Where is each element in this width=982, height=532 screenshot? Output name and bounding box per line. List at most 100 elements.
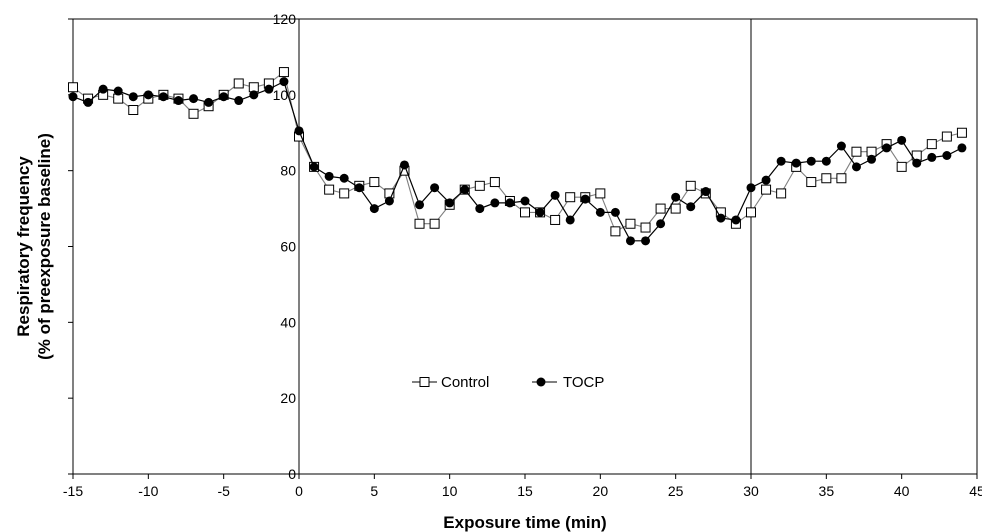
data-point-tocp — [957, 143, 967, 153]
data-point-tocp — [520, 196, 530, 206]
data-point-tocp — [595, 207, 605, 217]
x-axis-title: Exposure time (min) — [443, 513, 606, 532]
legend: Control TOCP — [412, 374, 604, 391]
data-point-control — [670, 203, 681, 214]
data-point-control — [851, 146, 862, 157]
data-point-tocp — [339, 173, 349, 183]
data-point-tocp — [384, 196, 394, 206]
data-point-control — [941, 131, 952, 142]
data-point-tocp — [490, 198, 500, 208]
phase-divider-lines — [298, 19, 752, 474]
data-point-tocp — [610, 207, 620, 217]
data-point-tocp — [776, 156, 786, 166]
data-point-tocp — [324, 171, 334, 181]
plot-border — [72, 18, 978, 475]
x-tick-label: 10 — [442, 483, 458, 499]
series-control — [68, 67, 967, 237]
series-line-control — [72, 71, 963, 233]
data-point-tocp — [641, 236, 651, 246]
data-point-tocp — [791, 158, 801, 168]
y-axis: 0 20 40 60 80 100 120 — [68, 11, 296, 482]
data-point-tocp — [867, 154, 877, 164]
data-point-tocp — [912, 158, 922, 168]
data-point-tocp — [565, 215, 575, 225]
data-point-tocp — [128, 92, 138, 102]
data-point-tocp — [475, 204, 485, 214]
data-point-tocp — [354, 183, 364, 193]
x-tick-label: 20 — [593, 483, 609, 499]
y-tick-label: 20 — [280, 390, 296, 406]
data-point-tocp — [746, 183, 756, 193]
data-point-control — [625, 218, 636, 229]
data-point-control — [956, 127, 967, 138]
data-point-tocp — [204, 97, 214, 107]
data-point-tocp — [731, 215, 741, 225]
data-point-tocp — [189, 94, 199, 104]
data-point-tocp — [249, 90, 259, 100]
x-tick-label: -5 — [217, 483, 230, 499]
data-point-tocp — [505, 198, 515, 208]
data-point-control — [68, 82, 78, 93]
x-tick-label: -10 — [138, 483, 158, 499]
y-axis-title: Respiratory frequency (% of preexposure … — [14, 133, 54, 360]
data-point-control — [595, 188, 606, 199]
x-tick-label: 0 — [295, 483, 303, 499]
data-point-tocp — [716, 213, 726, 223]
data-point-tocp — [942, 151, 952, 160]
data-point-tocp — [415, 200, 425, 210]
data-point-tocp — [430, 183, 440, 193]
data-point-tocp — [83, 97, 93, 107]
x-axis: -15 -10 -5 0 5 10 15 20 25 30 35 40 45 — [63, 474, 982, 499]
data-point-tocp — [445, 198, 455, 208]
data-point-control — [746, 207, 756, 218]
series-layer — [68, 67, 967, 246]
data-point-tocp — [625, 236, 635, 246]
data-point-control — [806, 177, 817, 188]
data-point-tocp — [98, 84, 108, 94]
data-point-control — [188, 108, 199, 119]
legend-tocp-label: TOCP — [563, 374, 604, 391]
data-point-control — [369, 177, 380, 188]
data-point-tocp — [309, 162, 319, 172]
data-point-tocp — [460, 185, 470, 195]
data-point-tocp — [851, 162, 861, 172]
x-tick-label: 25 — [668, 483, 684, 499]
data-point-control — [926, 139, 937, 150]
data-point-tocp — [580, 194, 590, 204]
data-point-control — [233, 78, 244, 89]
data-point-control — [896, 161, 907, 172]
data-point-tocp — [927, 152, 937, 162]
x-tick-label: 5 — [370, 483, 378, 499]
y-tick-label: 120 — [273, 11, 297, 27]
series-tocp — [68, 77, 967, 246]
data-point-tocp — [68, 92, 78, 102]
data-point-tocp — [761, 175, 771, 185]
data-point-control — [324, 184, 335, 195]
legend-control-label: Control — [441, 374, 489, 391]
data-point-tocp — [897, 135, 907, 145]
y-tick-label: 0 — [288, 466, 296, 482]
data-point-control — [128, 105, 139, 115]
data-point-tocp — [399, 160, 409, 170]
data-point-control — [520, 207, 530, 218]
data-point-control — [776, 188, 787, 199]
data-point-control — [655, 203, 666, 214]
data-point-tocp — [143, 90, 153, 100]
data-point-tocp — [294, 126, 304, 136]
data-point-control — [474, 180, 485, 191]
data-point-tocp — [158, 92, 168, 102]
data-point-control — [821, 173, 832, 184]
data-point-tocp — [701, 187, 711, 197]
x-tick-label: 15 — [517, 483, 533, 499]
data-point-tocp — [369, 204, 379, 214]
data-point-tocp — [264, 84, 274, 94]
data-point-control — [550, 214, 561, 225]
data-point-tocp — [806, 156, 816, 166]
y-tick-label: 60 — [280, 239, 296, 255]
data-point-control — [414, 218, 425, 229]
data-point-tocp — [113, 86, 123, 96]
data-point-tocp — [173, 96, 183, 106]
y-axis-title-line-1: Respiratory frequency — [14, 156, 33, 337]
x-tick-label: 30 — [743, 483, 759, 499]
